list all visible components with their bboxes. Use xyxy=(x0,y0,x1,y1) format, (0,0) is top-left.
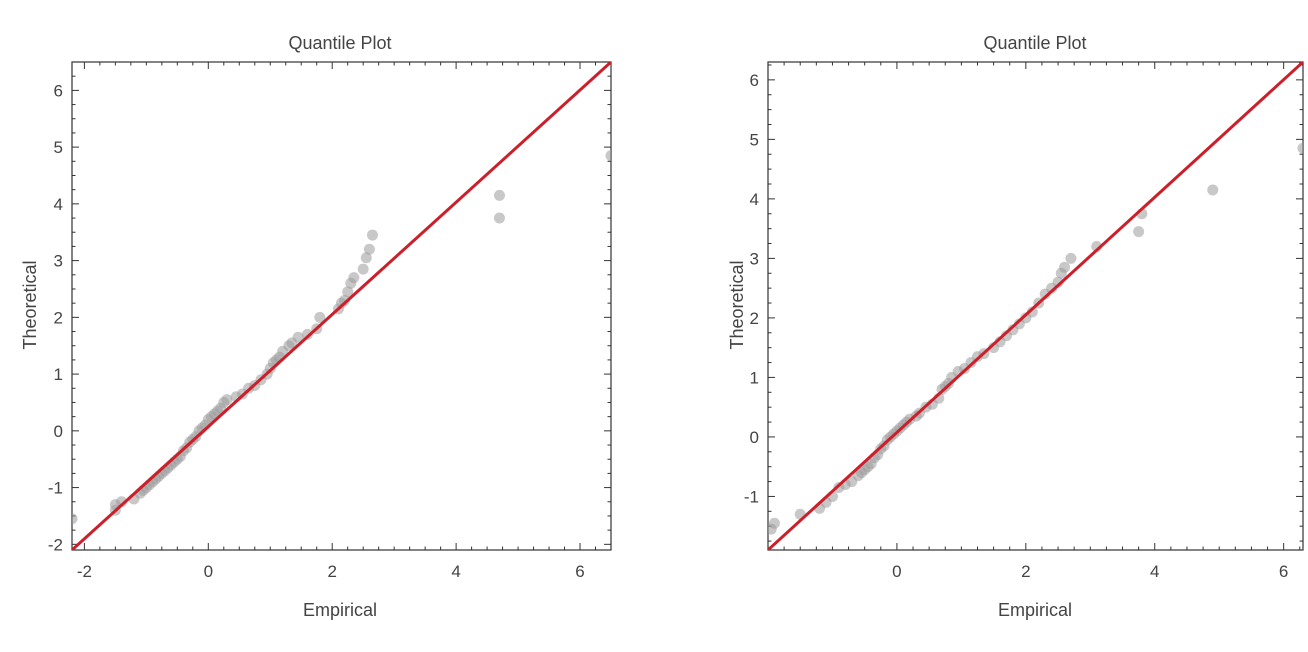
x-tick-label: 2 xyxy=(1021,562,1030,581)
data-point xyxy=(494,190,505,201)
y-tick-label: 4 xyxy=(750,190,759,209)
data-point xyxy=(1207,184,1218,195)
data-point xyxy=(348,272,359,283)
data-point xyxy=(221,394,232,405)
data-point xyxy=(367,230,378,241)
y-tick-label: 2 xyxy=(54,308,63,327)
x-axis-label: Empirical xyxy=(998,600,1072,620)
y-tick-label: 5 xyxy=(750,130,759,149)
data-point xyxy=(1298,143,1308,154)
y-tick-label: 1 xyxy=(54,365,63,384)
chart-title: Quantile Plot xyxy=(983,33,1086,53)
x-tick-label: 2 xyxy=(327,562,336,581)
y-tick-label: -1 xyxy=(48,479,63,498)
data-point xyxy=(1065,253,1076,264)
data-point xyxy=(494,213,505,224)
y-tick-label: -1 xyxy=(744,487,759,506)
quantile-plot-right: Quantile Plot Empirical Theoretical 0 2 4 6… xyxy=(727,33,1308,620)
reference-line xyxy=(72,62,611,550)
points-group xyxy=(67,150,617,524)
x-tick-label: 6 xyxy=(1279,562,1288,581)
data-point xyxy=(358,264,369,275)
data-point xyxy=(606,150,617,161)
data-point xyxy=(364,244,375,255)
quantile-plot-left: Quantile Plot Empirical Theoretical -2 0 2… xyxy=(20,33,617,620)
x-tick-label: 4 xyxy=(451,562,460,581)
reference-line xyxy=(768,62,1303,550)
y-tick-label: 0 xyxy=(750,428,759,447)
y-tick-label: -2 xyxy=(48,535,63,554)
y-tick-label: 6 xyxy=(54,81,63,100)
y-tick-label: 1 xyxy=(750,368,759,387)
x-tick-label: 0 xyxy=(892,562,901,581)
y-axis-label: Theoretical xyxy=(727,260,747,349)
y-tick-label: 3 xyxy=(54,252,63,271)
y-tick-label: 0 xyxy=(54,422,63,441)
x-tick-label: -2 xyxy=(77,562,92,581)
y-tick-label: 6 xyxy=(750,71,759,90)
data-point xyxy=(769,518,780,529)
x-tick-label: 6 xyxy=(575,562,584,581)
y-axis-label: Theoretical xyxy=(20,260,40,349)
y-tick-label: 3 xyxy=(750,249,759,268)
data-point xyxy=(1133,226,1144,237)
y-tick-label: 4 xyxy=(54,195,63,214)
x-tick-label: 4 xyxy=(1150,562,1159,581)
data-point xyxy=(1059,262,1070,273)
y-tick-label: 5 xyxy=(54,138,63,157)
x-axis-label: Empirical xyxy=(303,600,377,620)
chart-title: Quantile Plot xyxy=(288,33,391,53)
y-tick-label: 2 xyxy=(750,309,759,328)
data-point xyxy=(67,513,78,524)
x-tick-label: 0 xyxy=(204,562,213,581)
